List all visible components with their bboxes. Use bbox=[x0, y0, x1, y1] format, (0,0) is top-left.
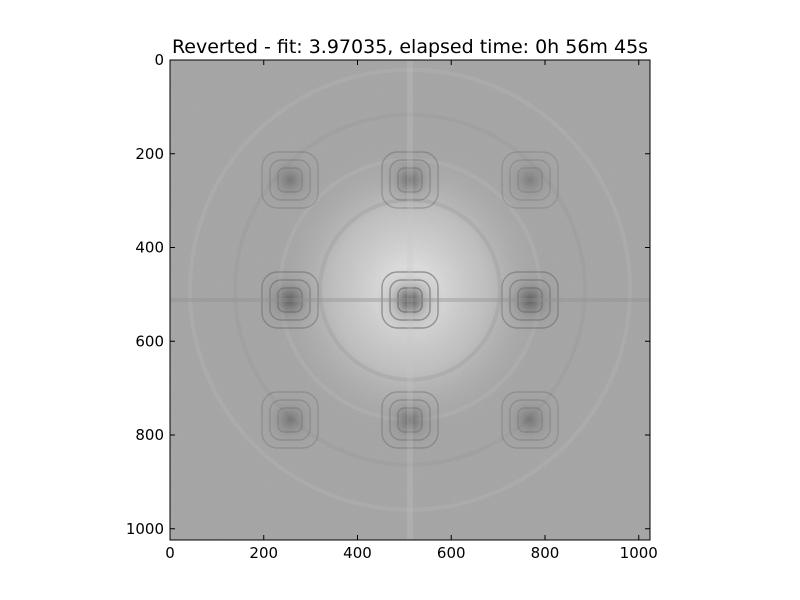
x-tick-label: 800 bbox=[531, 544, 560, 562]
plot-frame bbox=[169, 59, 651, 541]
x-tick-label: 400 bbox=[343, 544, 372, 562]
x-tick-label: 0 bbox=[165, 544, 175, 562]
plot-area bbox=[170, 60, 650, 540]
y-tick-label: 800 bbox=[135, 426, 164, 444]
chart-title: Reverted - fit: 3.97035, elapsed time: 0… bbox=[172, 36, 648, 58]
y-tick-label: 1000 bbox=[126, 520, 164, 538]
y-tick-label: 200 bbox=[135, 145, 164, 163]
x-tick-label: 1000 bbox=[620, 544, 658, 562]
x-tick-label: 600 bbox=[437, 544, 466, 562]
y-axis: 0 200 400 600 800 1000 bbox=[126, 51, 650, 538]
y-tick-label: 0 bbox=[154, 51, 164, 69]
y-tick-label: 600 bbox=[135, 332, 164, 350]
image-noise bbox=[170, 60, 650, 540]
x-axis: 0 200 400 600 800 1000 bbox=[165, 60, 658, 562]
x-tick-label: 200 bbox=[249, 544, 278, 562]
y-tick-label: 400 bbox=[135, 239, 164, 257]
